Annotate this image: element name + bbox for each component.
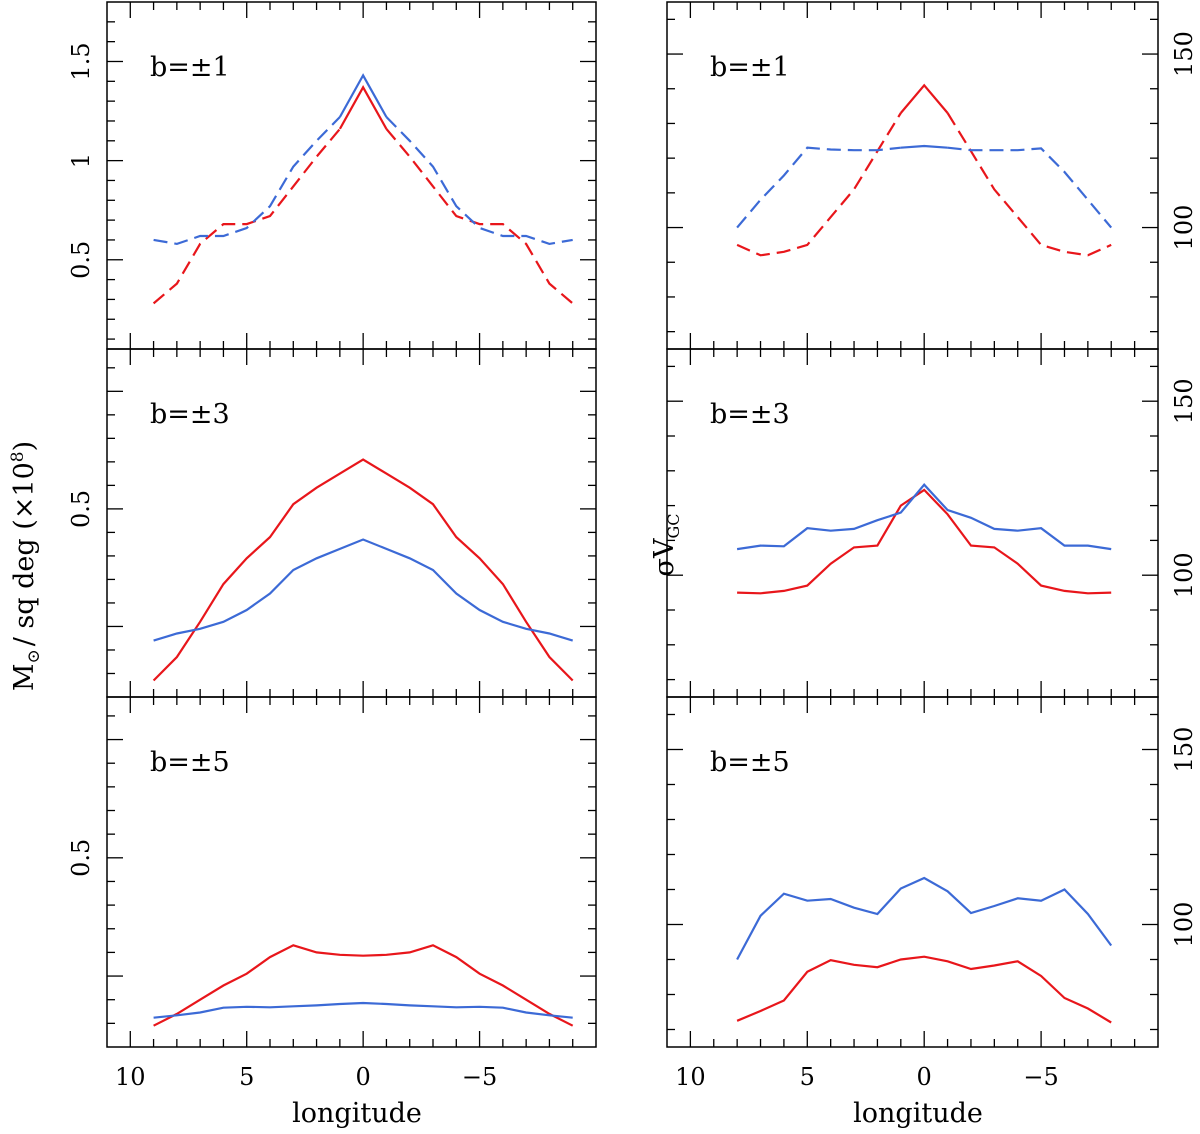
left-panel-1-series-red (338, 85, 388, 130)
right-panel-1-ytick-label: 100 (1170, 205, 1198, 251)
right-panel-3-series-red (736, 955, 1112, 1024)
left-ylabel: M⊙ / sq deg (×108) (8, 441, 44, 691)
right-panel-1-series-blue (900, 144, 948, 149)
left-panel-2-series-blue (153, 538, 574, 642)
right-xtick-label: 0 (917, 1063, 932, 1091)
left-panel-3-frame (106, 696, 597, 1048)
left-panel-2-label: b=±3 (150, 399, 230, 430)
right-xtick-label: 5 (800, 1063, 815, 1091)
right-xtick-label: −5 (1023, 1063, 1058, 1091)
left-xtick-label: 10 (115, 1063, 146, 1091)
left-panel-1-label: b=±1 (150, 52, 230, 83)
left-panel-1-ytick-label: 1.5 (67, 42, 95, 80)
right-panel-1-series-red (736, 112, 902, 257)
right-panel-1-series-red (946, 112, 1112, 257)
right-panel-2: 100 150 b=±3 (666, 348, 1198, 698)
right-ylabel: σVGC (649, 514, 683, 577)
left-panel-3-series-blue (153, 1001, 573, 1019)
right-panel-3-frame (666, 696, 1159, 1048)
left-panel-3-series-red (153, 944, 574, 1027)
left-ylabel-unit: / sq deg (×10 (9, 462, 40, 646)
left-panel-1-series-red (385, 128, 574, 305)
left-xlabel: longitude (292, 1098, 422, 1129)
left-ylabel-close: ) (9, 441, 40, 452)
left-panel-2-series-red (152, 458, 574, 682)
left-panel-1-ytick-label: 1 (67, 153, 95, 168)
right-panel-2-series-red (737, 488, 1112, 595)
left-panel-3-ytick-label: 0.5 (67, 839, 95, 877)
left-panel-1-series-blue (338, 73, 388, 118)
right-panel-2-series-blue (736, 483, 1112, 551)
left-panel-3-label: b=±5 (150, 747, 230, 778)
right-panel-1-series-red (899, 83, 949, 114)
left-panel-1-series-blue (385, 116, 573, 246)
left-panel-1: 0.5 1 1.5 b=±1 (67, 1, 597, 350)
left-xtick-label: 0 (356, 1063, 371, 1091)
left-panel-1-series-red (152, 128, 341, 305)
right-ylabel-main: σV (649, 538, 680, 576)
right-panel-1-label: b=±1 (710, 52, 790, 83)
right-panel-1-ytick-label: 150 (1170, 31, 1198, 77)
right-panel-3-ytick-label: 100 (1170, 902, 1198, 948)
right-panel-1-series-blue (736, 146, 901, 229)
right-panel-2-ytick-label: 150 (1170, 378, 1198, 424)
right-panel-3-series-blue (736, 876, 1113, 961)
right-panel-1: 100 150 b=±1 (666, 1, 1198, 350)
right-panel-3-ytick-label: 150 (1170, 727, 1198, 773)
left-panel-1-ytick-label: 0.5 (67, 241, 95, 279)
left-panel-2: 0.5 b=±3 (67, 348, 597, 698)
left-ylabel-sun: ⊙ (24, 649, 44, 663)
left-ylabel-m: M (9, 664, 40, 692)
left-xtick-label: −5 (462, 1063, 497, 1091)
right-xtick-label: 10 (675, 1063, 706, 1091)
right-ylabel-sub: GC (664, 514, 683, 539)
right-panel-3-label: b=±5 (710, 747, 790, 778)
right-panel-2-label: b=±3 (710, 399, 790, 430)
left-column: 0.5 1 1.5 b=±1 0.5 b=±3 0.5 b=±5 10 5 0 −5 (67, 1, 597, 1091)
right-panel-1-series-blue (947, 146, 1113, 229)
left-panel-2-ytick-label: 0.5 (67, 490, 95, 528)
right-panel-3: 100 150 b=±5 (666, 696, 1198, 1048)
right-panel-2-ytick-label: 100 (1170, 552, 1198, 598)
left-panel-3: 0.5 b=±5 (67, 696, 597, 1048)
left-xtick-label: 5 (239, 1063, 254, 1091)
right-xlabel: longitude (853, 1098, 983, 1129)
right-column: 100 150 b=±1 100 150 b=±3 100 150 b=±5 10 5 0 −5 (666, 1, 1198, 1091)
left-ylabel-exp: 8 (8, 451, 28, 462)
